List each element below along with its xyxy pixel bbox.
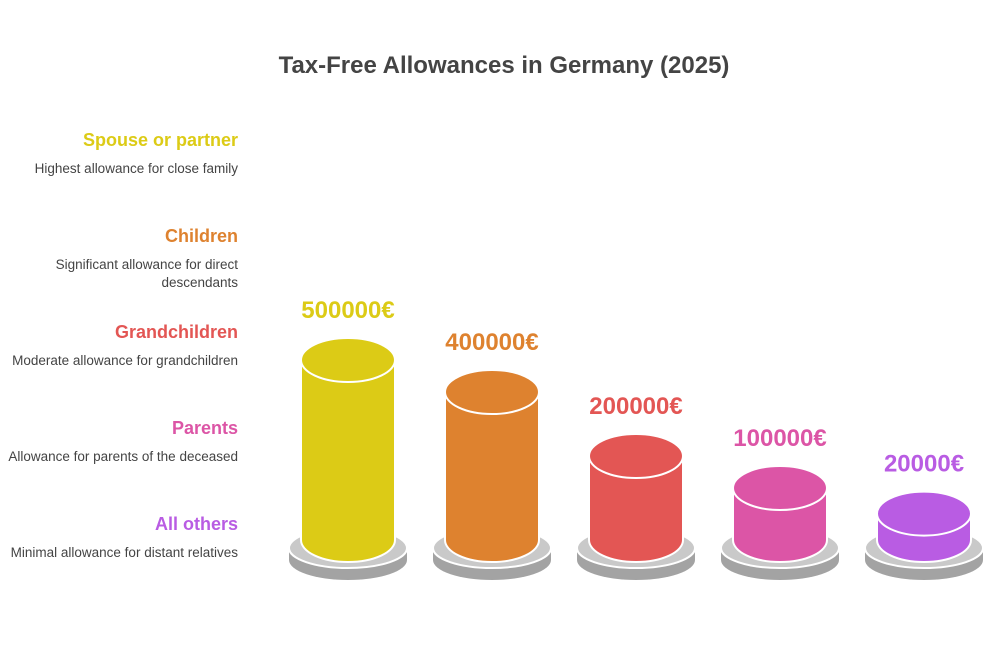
- bar-body: [444, 391, 540, 563]
- bar-top: [732, 465, 828, 511]
- bar-children: 400000€: [432, 329, 552, 580]
- legend-label: All others: [154, 514, 238, 534]
- legend-label: Spouse or partner: [82, 130, 238, 150]
- data-label: 200000€: [589, 393, 682, 420]
- legend-description: Allowance for parents of the deceased: [8, 449, 238, 464]
- legend-description: Moderate allowance for grandchildren: [12, 353, 238, 368]
- legend-label: Parents: [171, 418, 238, 438]
- bar-top: [444, 369, 540, 415]
- legend-item-children: Children Significant allowance for direc…: [0, 224, 238, 320]
- data-label: 100000€: [733, 425, 826, 452]
- legend-description: Minimal allowance for distant relatives: [10, 545, 238, 560]
- legend-item-parents: Parents Allowance for parents of the dec…: [0, 416, 238, 512]
- legend-label: Children: [164, 226, 238, 246]
- legend-description: Significant allowance for direct descend…: [55, 257, 238, 290]
- chart-title: Tax-Free Allowances in Germany (2025): [278, 52, 730, 79]
- legend-description: Highest allowance for close family: [34, 161, 238, 176]
- bar-grandchildren: 200000€: [576, 393, 696, 580]
- legend-item-spouse: Spouse or partner Highest allowance for …: [0, 128, 238, 224]
- bar-top: [876, 490, 972, 537]
- legend-label: Grandchildren: [114, 322, 238, 342]
- bar-spouse-or-partner: 500000€: [288, 297, 408, 580]
- legend-item-all-others: All others Minimal allowance for distant…: [0, 512, 238, 608]
- legend: Spouse or partner Highest allowance for …: [0, 128, 238, 608]
- data-label: 400000€: [445, 329, 538, 356]
- data-label: 500000€: [301, 297, 394, 324]
- bar-top: [588, 433, 684, 479]
- data-label: 20000€: [884, 451, 964, 478]
- bar-body: [588, 455, 684, 563]
- bar-top: [300, 337, 396, 383]
- bar-parents: 100000€: [720, 425, 840, 580]
- bar-body: [300, 359, 396, 563]
- bar-all-others: 20000€: [864, 451, 984, 580]
- legend-item-grandchildren: Grandchildren Moderate allowance for gra…: [0, 320, 238, 416]
